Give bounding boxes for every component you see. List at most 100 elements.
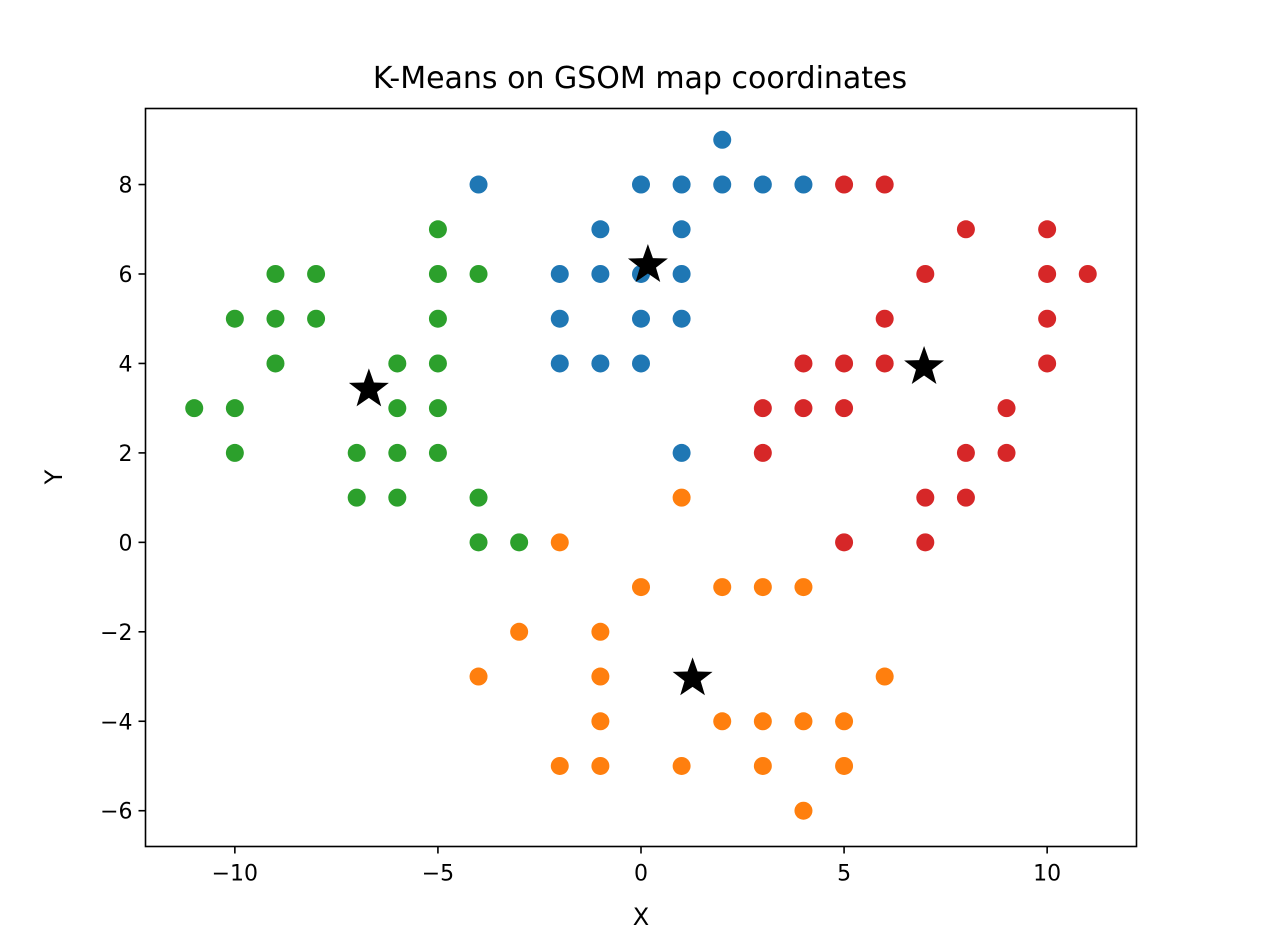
data-point [347, 488, 366, 507]
data-point [591, 756, 610, 775]
data-point [875, 175, 894, 194]
data-point [672, 443, 691, 462]
data-point [632, 175, 650, 194]
x-tick-label: 10 [1033, 862, 1061, 887]
data-point [428, 220, 447, 239]
y-axis: −6 −4 −2 0 2 4 6 8 [100, 174, 146, 825]
data-point [956, 488, 975, 507]
y-axis-label: Y [40, 469, 68, 485]
data-point [550, 264, 569, 283]
data-point [672, 264, 691, 283]
data-point [753, 443, 772, 462]
data-point [713, 578, 732, 597]
data-point [1038, 354, 1057, 373]
data-point [632, 309, 650, 328]
data-point [753, 175, 772, 194]
data-point [753, 399, 772, 418]
data-point [875, 354, 894, 373]
cluster-3-points [753, 175, 1097, 552]
data-point [672, 756, 691, 775]
y-tick-label: −6 [100, 800, 132, 825]
y-tick-label: 6 [119, 263, 133, 288]
y-tick-label: 0 [119, 531, 133, 556]
data-point [185, 399, 204, 418]
data-point [307, 309, 326, 328]
data-point [835, 175, 854, 194]
cluster-0-points [469, 130, 813, 462]
data-point [672, 488, 691, 507]
data-point [469, 533, 488, 552]
y-tick-label: 4 [119, 352, 133, 377]
data-point [428, 309, 447, 328]
centroid-markers [348, 244, 945, 696]
data-point [591, 667, 610, 686]
data-point [388, 488, 407, 507]
data-point [794, 399, 813, 418]
data-point [753, 712, 772, 731]
data-point [672, 175, 691, 194]
data-point [266, 264, 285, 283]
data-point [428, 399, 447, 418]
data-point [225, 399, 244, 418]
data-point [835, 533, 854, 552]
data-point [632, 578, 650, 597]
data-point [469, 175, 488, 194]
data-point [794, 712, 813, 731]
data-point [550, 756, 569, 775]
data-point [591, 220, 610, 239]
data-point [225, 443, 244, 462]
centroid-star [627, 244, 668, 283]
data-point [550, 533, 569, 552]
data-point [591, 712, 610, 731]
y-tick-label: −2 [100, 621, 132, 646]
cluster-1-points [469, 488, 894, 820]
data-point [794, 801, 813, 820]
data-point [469, 667, 488, 686]
data-point [875, 309, 894, 328]
plot-area-frame [144, 107, 1138, 848]
data-point [713, 712, 732, 731]
x-tick-label: −5 [422, 862, 454, 887]
x-axis: −10 −5 0 5 10 [212, 846, 1061, 887]
data-point [632, 354, 650, 373]
data-point [510, 622, 529, 641]
data-point [794, 578, 813, 597]
data-point [510, 533, 529, 552]
data-point [591, 354, 610, 373]
x-axis-label: X [633, 903, 649, 931]
data-point [266, 309, 285, 328]
data-point [347, 443, 366, 462]
data-point [428, 264, 447, 283]
data-point [997, 443, 1016, 462]
data-point [1038, 264, 1057, 283]
data-point [916, 488, 935, 507]
data-points [185, 130, 1097, 820]
centroid-star [348, 368, 389, 407]
data-point [672, 309, 691, 328]
data-point [916, 533, 935, 552]
y-tick-label: −4 [100, 710, 132, 735]
data-point [1038, 220, 1057, 239]
data-point [266, 354, 285, 373]
data-point [388, 399, 407, 418]
data-point [835, 354, 854, 373]
data-point [956, 220, 975, 239]
data-point [225, 309, 244, 328]
data-point [835, 399, 854, 418]
data-point [672, 220, 691, 239]
centroid-star [672, 657, 713, 696]
data-point [835, 756, 854, 775]
data-point [307, 264, 326, 283]
data-point [591, 622, 610, 641]
data-point [713, 175, 732, 194]
data-point [388, 443, 407, 462]
data-point [550, 309, 569, 328]
chart-title: K-Means on GSOM map coordinates [373, 61, 907, 96]
data-point [997, 399, 1016, 418]
data-point [956, 443, 975, 462]
data-point [835, 712, 854, 731]
data-point [591, 264, 610, 283]
data-point [428, 443, 447, 462]
